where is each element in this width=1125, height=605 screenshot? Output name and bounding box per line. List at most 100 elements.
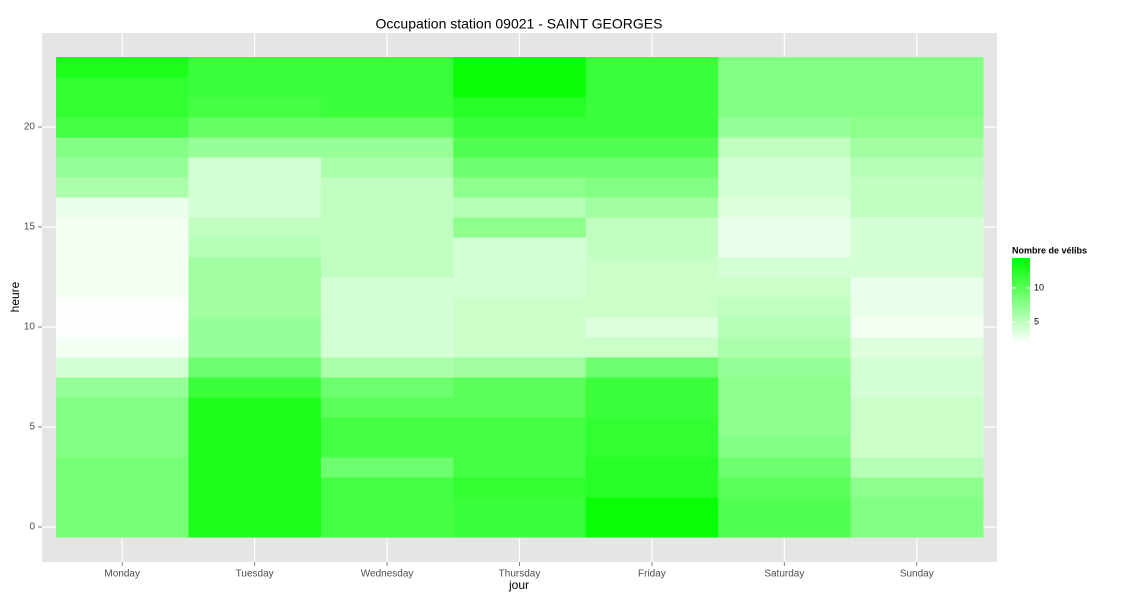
- heat-tile: [320, 457, 454, 478]
- heat-tile: [585, 377, 719, 398]
- colorbar-tick-label: 10: [1034, 282, 1044, 292]
- heat-tile: [718, 157, 852, 178]
- colorbar-step: [1012, 334, 1030, 338]
- heat-tile: [188, 237, 322, 258]
- y-tick-label: 15: [24, 222, 36, 233]
- heat-tile: [850, 337, 984, 358]
- heat-tile: [585, 137, 719, 158]
- heat-tile: [56, 117, 189, 138]
- colorbar-step: [1012, 319, 1030, 323]
- heat-tile: [320, 377, 454, 398]
- heat-tile: [453, 437, 587, 458]
- heat-tile: [850, 477, 984, 498]
- heat-tile: [850, 377, 984, 398]
- heat-tile: [56, 297, 189, 318]
- heat-tile: [320, 297, 454, 318]
- colorbar-step: [1012, 289, 1030, 293]
- heat-tile: [188, 77, 322, 98]
- heat-tile: [718, 137, 852, 158]
- colorbar-step: [1012, 328, 1030, 331]
- colorbar-step: [1012, 281, 1030, 284]
- heat-tile: [850, 357, 984, 378]
- colorbar-step: [1012, 285, 1030, 289]
- colorbar-step: [1012, 287, 1030, 291]
- colorbar-step: [1012, 283, 1030, 287]
- heat-tile: [56, 337, 189, 358]
- heat-tile: [453, 257, 587, 278]
- heat-tile: [188, 477, 322, 498]
- heat-tile: [320, 237, 454, 258]
- heat-tile: [188, 177, 322, 198]
- x-tick-label: Saturday: [764, 569, 804, 580]
- heat-tile: [320, 277, 454, 298]
- colorbar-step: [1012, 309, 1030, 312]
- heat-tile: [585, 357, 719, 378]
- heat-tile: [56, 97, 189, 118]
- x-tick-label: Friday: [638, 569, 666, 580]
- heat-tile: [718, 357, 852, 378]
- heat-tile: [453, 137, 587, 158]
- colorbar-step: [1012, 258, 1030, 261]
- heat-tile: [188, 257, 322, 278]
- heat-tile: [718, 317, 852, 338]
- heat-tile: [585, 457, 719, 478]
- heat-tile: [585, 477, 719, 498]
- heat-tile: [453, 97, 587, 118]
- heat-tile: [718, 77, 852, 98]
- heat-tile: [585, 257, 719, 278]
- heat-tile: [320, 157, 454, 178]
- heat-tile: [585, 177, 719, 198]
- heat-tile: [718, 417, 852, 438]
- heat-tile: [188, 217, 322, 238]
- chart-title: Occupation station 09021 - SAINT GEORGES: [376, 16, 663, 32]
- colorbar-step: [1012, 323, 1030, 327]
- heat-tile: [718, 97, 852, 118]
- colorbar-step: [1012, 294, 1030, 297]
- heat-tile: [850, 217, 984, 238]
- heat-tile: [718, 217, 852, 238]
- heat-tile: [850, 257, 984, 278]
- heat-tile: [320, 77, 454, 98]
- heat-tile: [56, 257, 189, 278]
- colorbar-step: [1012, 268, 1030, 272]
- colorbar-step: [1012, 277, 1030, 280]
- heat-tile: [585, 157, 719, 178]
- colorbar-step: [1012, 296, 1030, 299]
- heat-tile: [718, 457, 852, 478]
- heat-tile: [188, 377, 322, 398]
- heat-tile: [850, 77, 984, 98]
- heat-tile: [188, 417, 322, 438]
- heat-tile: [56, 457, 189, 478]
- heat-tile: [188, 297, 322, 318]
- heat-tile: [188, 277, 322, 298]
- heat-tile: [56, 437, 189, 458]
- heat-tile: [320, 337, 454, 358]
- heat-tile: [320, 257, 454, 278]
- heat-tile: [850, 57, 984, 78]
- heat-tile: [850, 397, 984, 418]
- heat-tile: [585, 77, 719, 98]
- heat-tile: [585, 57, 719, 78]
- heat-tile: [56, 197, 189, 218]
- heat-tile: [453, 57, 587, 78]
- heat-tile: [850, 417, 984, 438]
- heat-tile: [718, 177, 852, 198]
- colorbar-step: [1012, 326, 1030, 329]
- heat-tile: [453, 77, 587, 98]
- heat-tile: [718, 377, 852, 398]
- heat-tile: [320, 217, 454, 238]
- heat-tile: [453, 217, 587, 238]
- colorbar-step: [1012, 311, 1030, 314]
- heat-tile: [453, 417, 587, 438]
- heat-tile: [850, 437, 984, 458]
- colorbar-step: [1012, 264, 1030, 267]
- heat-tile: [56, 77, 189, 98]
- heat-tile: [850, 197, 984, 218]
- y-tick-label: 0: [29, 522, 35, 533]
- heat-tile: [850, 117, 984, 138]
- heat-tile: [453, 197, 587, 218]
- legend-title: Nombre de vélibs: [1012, 245, 1087, 255]
- x-axis-label: jour: [508, 578, 529, 592]
- heat-tile: [453, 457, 587, 478]
- heat-tile: [585, 297, 719, 318]
